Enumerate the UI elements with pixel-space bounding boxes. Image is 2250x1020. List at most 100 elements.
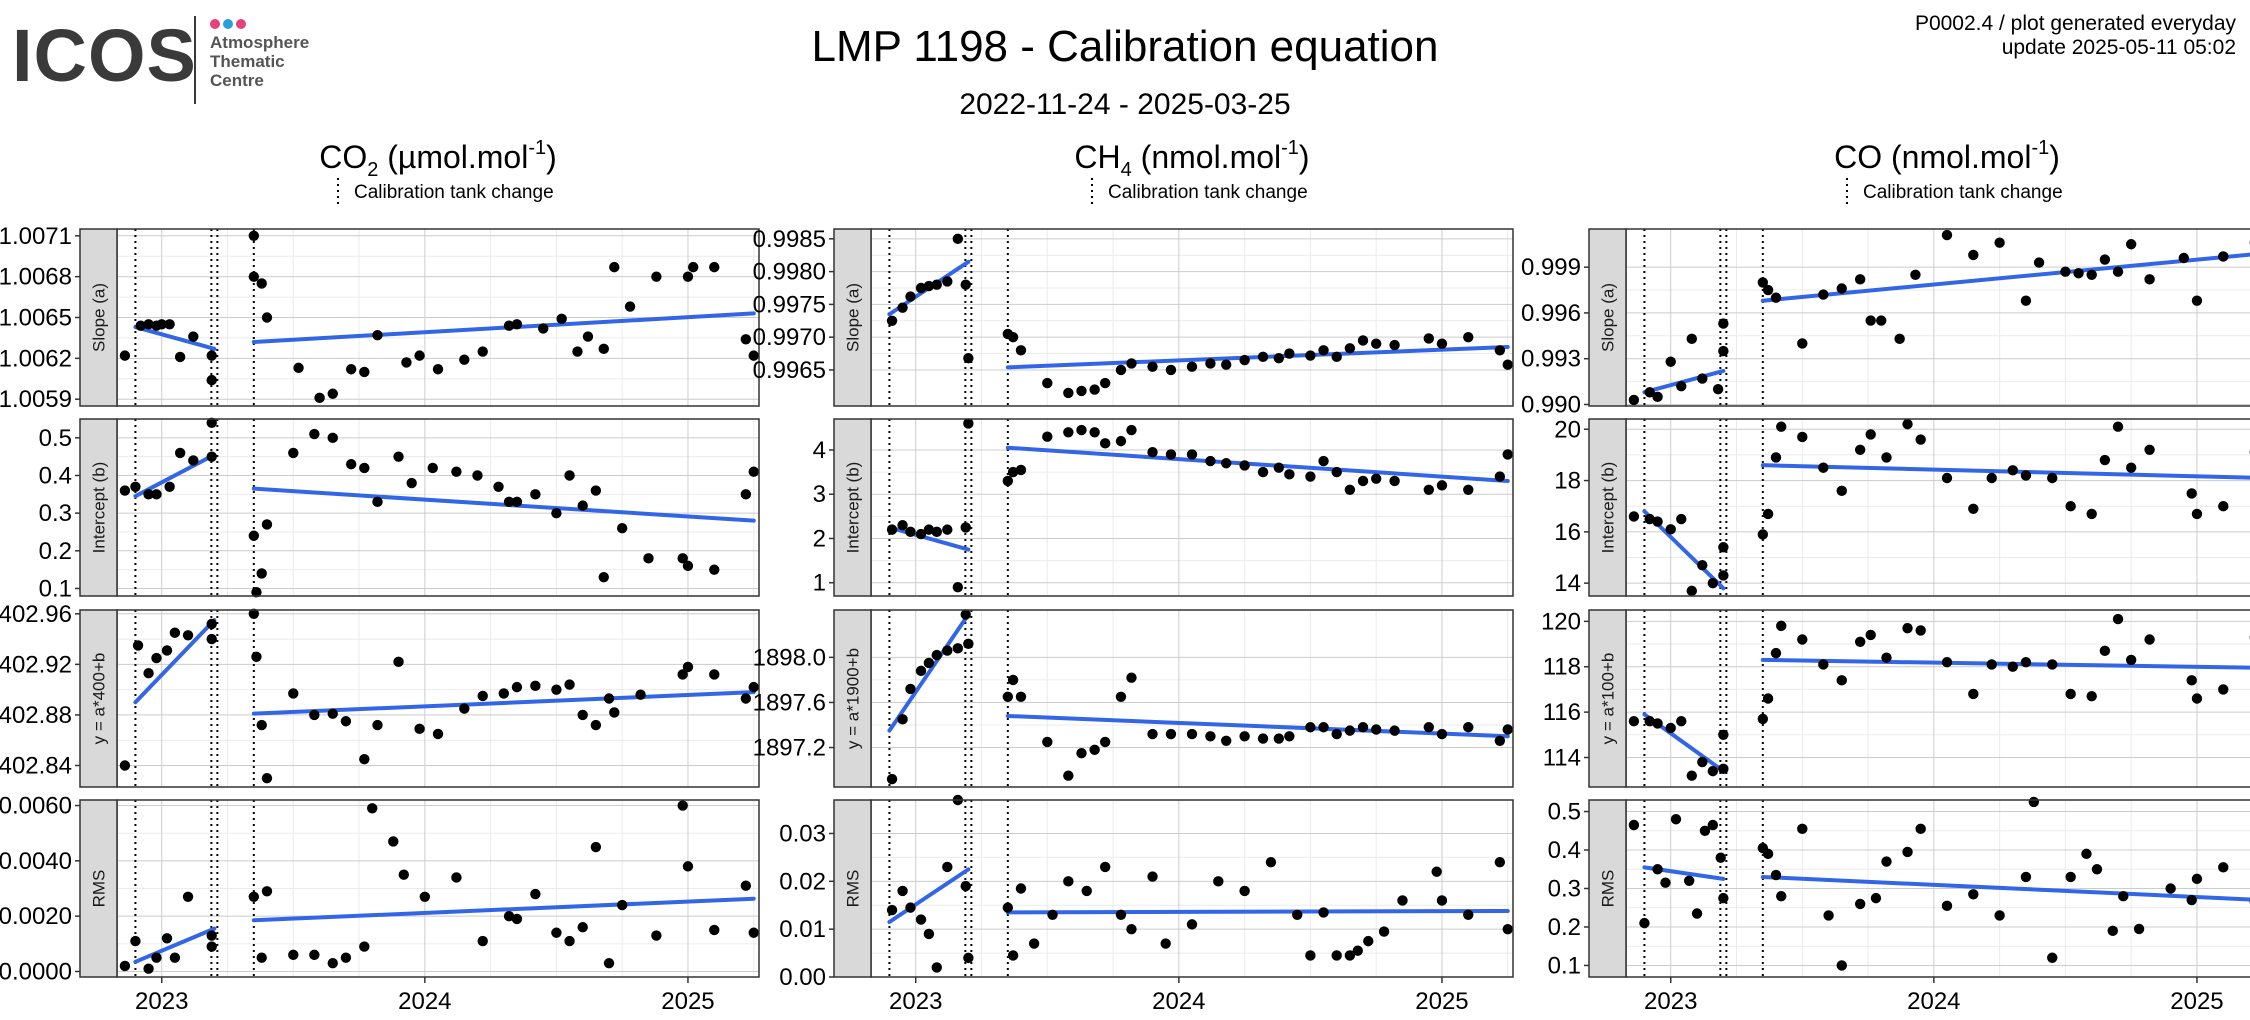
data-point [143, 489, 154, 500]
data-point [556, 313, 567, 325]
data-point [1089, 427, 1100, 438]
x-tick-label: 2024 [1152, 988, 1205, 1015]
data-point [915, 914, 927, 925]
fit-line [1005, 713, 1510, 739]
data-point [1628, 715, 1640, 727]
data-point [1147, 871, 1158, 882]
data-point [1762, 848, 1774, 860]
data-point [1757, 277, 1769, 288]
data-point [261, 886, 273, 897]
data-point [2125, 239, 2137, 250]
data-point [1186, 919, 1198, 930]
data-point [1047, 909, 1058, 921]
y-tick-label: 2 [813, 525, 826, 552]
y-tick-label: 120 [1541, 608, 1581, 635]
y-tick-label: 0.03 [779, 820, 826, 847]
data-point [1344, 484, 1356, 495]
data-point [2165, 883, 2176, 894]
data-point [1165, 364, 1177, 376]
unit-text: (nmol.mol [1132, 139, 1281, 175]
data-point [1213, 876, 1224, 887]
data-point [551, 684, 562, 695]
y-tick-label: 0.5 [39, 425, 72, 452]
data-point [1876, 315, 1887, 326]
data-point [1463, 722, 1474, 733]
data-point [151, 489, 162, 500]
data-point [2020, 295, 2032, 306]
data-point [309, 949, 320, 961]
data-point [1015, 345, 1027, 356]
data-point [182, 891, 194, 902]
y-tick-label: 0.9980 [753, 259, 826, 286]
data-point [1776, 421, 1787, 432]
data-point [119, 960, 131, 972]
data-point [643, 553, 654, 564]
data-point [1915, 625, 1926, 636]
data-point [2007, 661, 2018, 672]
chart-title: CO2 (µmol.mol-1) [319, 137, 557, 181]
data-point [1797, 431, 1808, 443]
data-point [2144, 634, 2155, 645]
y-tick-label: 116 [1543, 699, 1581, 726]
y-tick-label: 4 [813, 437, 826, 464]
data-point [472, 470, 483, 481]
data-point [432, 364, 444, 375]
data-point [1331, 466, 1342, 478]
data-point [1115, 364, 1127, 376]
data-point [1186, 728, 1198, 740]
data-point [151, 952, 162, 963]
strip-label: y = a*400+b [90, 653, 109, 745]
data-point [372, 496, 383, 508]
data-point [1389, 475, 1400, 487]
data-point [2107, 925, 2118, 937]
strip-label: Slope (a) [1599, 283, 1618, 352]
strip-label: Slope (a) [844, 283, 863, 352]
data-point [2020, 871, 2032, 883]
logo-dot [210, 19, 220, 29]
data-point [2033, 257, 2045, 268]
panel-strip [79, 418, 118, 597]
chart-group-1: CO2 (µmol.mol-1)Calibration tank changeS… [0, 137, 760, 1015]
data-point [2112, 266, 2124, 277]
data-point [1305, 350, 1316, 361]
panel-strip [1588, 609, 1627, 788]
data-point [1257, 733, 1269, 744]
data-point [1463, 484, 1474, 495]
data-point [616, 523, 628, 534]
data-point [1076, 747, 1087, 759]
y-tick-label: 1.0071 [0, 223, 72, 250]
data-point [1007, 950, 1019, 961]
data-point [1352, 945, 1363, 956]
unit-superscript: -1 [2031, 137, 2049, 159]
data-point [256, 568, 267, 579]
data-point [2133, 923, 2145, 935]
data-point [915, 665, 927, 677]
panel-strip [833, 418, 872, 597]
data-point [1697, 756, 1708, 768]
data-point [459, 354, 470, 365]
data-point [1865, 315, 1876, 326]
data-point [1797, 823, 1808, 835]
unit-close: ) [546, 139, 557, 175]
data-point [1836, 283, 1847, 294]
panel-strip [79, 799, 118, 978]
data-point [1652, 391, 1663, 403]
data-point [963, 952, 974, 964]
data-point [1818, 462, 1829, 473]
data-point [1063, 427, 1074, 438]
data-point [314, 392, 325, 404]
unit-close: ) [1299, 139, 1310, 175]
data-point [1115, 691, 1127, 703]
data-point [1712, 384, 1724, 395]
data-point [1494, 735, 1506, 746]
panel-background [117, 419, 759, 596]
data-point [603, 957, 615, 969]
data-point [1042, 736, 1053, 748]
data-point [248, 271, 260, 282]
data-point [1628, 511, 1640, 522]
data-point [401, 357, 412, 368]
gas-subscript: 2 [367, 159, 378, 181]
data-point [359, 941, 370, 952]
data-point [309, 428, 320, 440]
data-point [1318, 345, 1329, 356]
